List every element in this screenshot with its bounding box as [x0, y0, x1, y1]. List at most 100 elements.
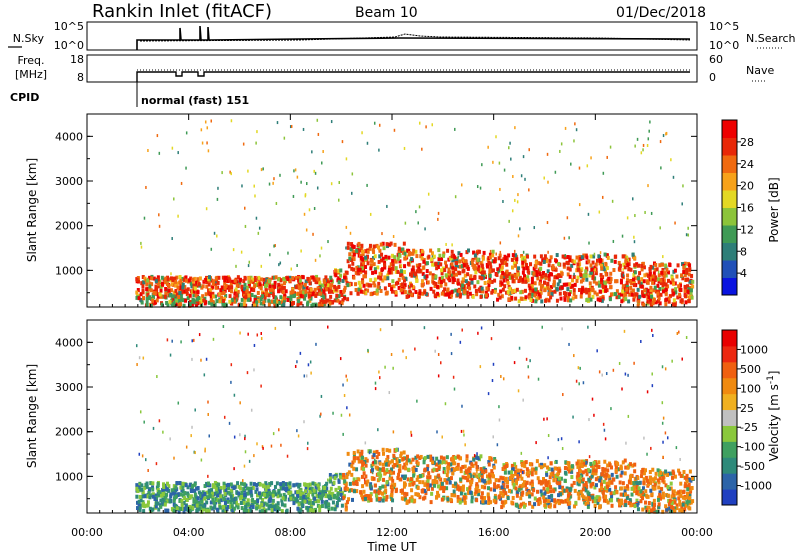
echo-cell [436, 264, 440, 269]
echo-cell [264, 481, 268, 486]
echo-cell [183, 491, 187, 496]
echo-cell [518, 275, 522, 280]
echo-cell [640, 263, 644, 268]
echo-cell [632, 279, 636, 284]
echo-cell [241, 496, 245, 501]
echo-cell [421, 283, 425, 288]
echo-cell [271, 490, 275, 495]
echo-cell [666, 270, 670, 275]
echo-cell [610, 494, 614, 499]
echo-cell [456, 494, 460, 499]
echo-cell [661, 284, 665, 289]
echo-cell [524, 279, 528, 284]
echo-cell [337, 268, 341, 273]
echo-cell-sparse [396, 260, 398, 264]
echo-cell-sparse [193, 338, 195, 342]
echo-cell-sparse [223, 415, 226, 419]
echo-cell-sparse [378, 148, 380, 152]
echo-cell [659, 496, 663, 501]
echo-cell [497, 292, 501, 297]
echo-cell [218, 292, 222, 297]
echo-cell-sparse [392, 366, 394, 370]
echo-cell [456, 486, 460, 491]
echo-cell [533, 254, 537, 259]
echo-cell [544, 498, 548, 503]
echo-cell [191, 483, 195, 488]
echo-cell [542, 477, 546, 482]
echo-cell [242, 508, 246, 513]
echo-cell [170, 282, 174, 287]
echo-cell-sparse [368, 451, 371, 455]
echo-cell [137, 296, 141, 301]
echo-cell-sparse [244, 437, 246, 441]
echo-cell-sparse [262, 446, 264, 450]
echo-cell [686, 487, 690, 492]
echo-cell [479, 467, 483, 472]
echo-cell [594, 468, 598, 473]
echo-cell [299, 496, 303, 501]
echo-cell [536, 276, 540, 281]
echo-cell [379, 258, 383, 263]
echo-cell [146, 500, 150, 505]
echo-cell-sparse [253, 343, 256, 347]
echo-cell [582, 253, 586, 258]
echo-cell [615, 289, 619, 294]
echo-cell [303, 489, 307, 494]
echo-cell [271, 292, 275, 297]
echo-cell [161, 492, 165, 497]
echo-cell [324, 299, 328, 304]
echo-cell [501, 503, 505, 508]
echo-cell [648, 266, 652, 271]
echo-cell-sparse [480, 326, 483, 330]
echo-cell [567, 465, 571, 470]
echo-cell [474, 270, 478, 275]
echo-cell-sparse [513, 361, 516, 365]
echo-cell [553, 289, 557, 294]
echo-cell-sparse [279, 173, 281, 177]
echo-cell [633, 270, 637, 275]
echo-cell [400, 282, 404, 287]
echo-cell [376, 245, 380, 250]
echo-cell-sparse [417, 221, 419, 225]
echo-cell [226, 504, 230, 509]
echo-cell [458, 497, 462, 502]
echo-cell [627, 479, 631, 484]
echo-cell [444, 460, 448, 465]
echo-cell [413, 498, 417, 503]
echo-cell [566, 266, 570, 271]
echo-cell [347, 264, 351, 269]
echo-cell [165, 281, 169, 286]
echo-cell [636, 276, 640, 281]
echo-cell [451, 258, 455, 263]
echo-cell [360, 474, 364, 479]
echo-cell-sparse [177, 214, 179, 218]
echo-cell [347, 282, 351, 287]
echo-cell-sparse [508, 146, 510, 150]
echo-cell-sparse [487, 392, 490, 396]
echo-cell [519, 496, 523, 501]
echo-cell [337, 284, 341, 289]
echo-cell [651, 485, 655, 490]
echo-cell [605, 266, 609, 271]
echo-cell [211, 495, 215, 500]
echo-cell [543, 254, 547, 259]
echo-cell [308, 298, 312, 303]
echo-cell [352, 466, 356, 471]
echo-cell [249, 275, 253, 280]
echo-cell [352, 267, 356, 272]
echo-cell [365, 254, 369, 259]
echo-cell [135, 277, 139, 282]
echo-cell [582, 483, 586, 488]
echo-cell [566, 493, 570, 498]
echo-cell [636, 287, 640, 292]
echo-cell [612, 491, 616, 496]
echo-cell [520, 460, 524, 465]
echo-cell [350, 266, 354, 271]
echo-cell [580, 287, 584, 292]
echo-cell-sparse [296, 263, 298, 267]
echo-cell [158, 292, 162, 297]
echo-cell [178, 481, 182, 486]
echo-cell-sparse [602, 422, 605, 426]
echo-cell [262, 277, 266, 282]
echo-cell [540, 462, 544, 467]
